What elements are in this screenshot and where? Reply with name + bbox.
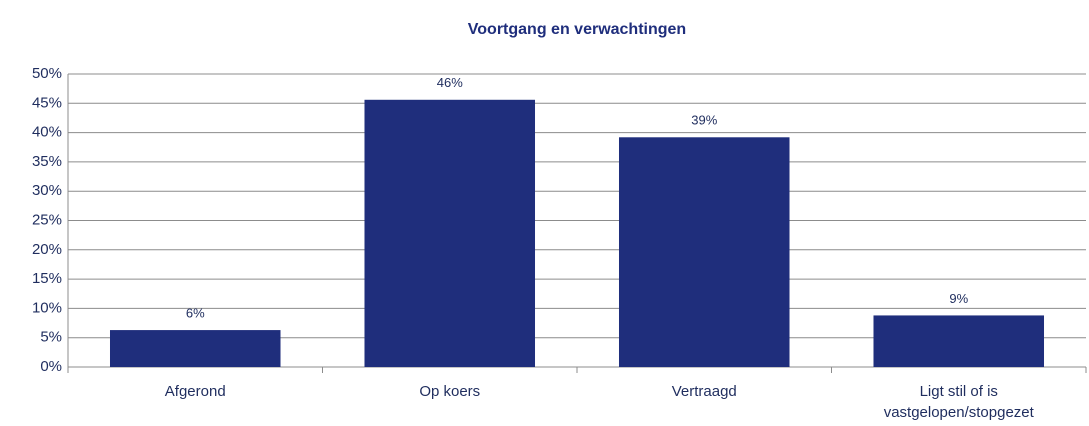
y-tick-label: 35% (32, 153, 62, 170)
x-tick-label: Afgerond (164, 383, 226, 400)
y-tick-label: 5% (40, 329, 62, 346)
y-tick-label: 10% (32, 299, 62, 316)
y-tick-label: 20% (32, 241, 62, 258)
data-label: 46% (437, 75, 463, 90)
bar (873, 315, 1045, 367)
bar (109, 330, 281, 367)
x-tick-label: Ligt stil of is vastgelopen/stopgezet (883, 383, 1034, 421)
x-tick-label: Op koers (419, 383, 481, 400)
y-tick-label: 0% (40, 358, 62, 375)
y-tick-label: 40% (32, 124, 62, 141)
y-tick-label: 25% (32, 211, 62, 228)
x-tick-label: Vertraagd (671, 383, 737, 400)
y-tick-label: 30% (32, 182, 62, 199)
y-tick-label: 50% (32, 65, 62, 82)
data-label: 6% (186, 306, 205, 321)
data-label: 9% (949, 291, 968, 306)
chart-title: Voortgang en verwachtingen (468, 21, 686, 38)
data-label: 39% (691, 113, 717, 128)
bar (618, 137, 790, 367)
bar (364, 99, 536, 367)
y-tick-label: 45% (32, 94, 62, 111)
y-tick-label: 15% (32, 270, 62, 287)
